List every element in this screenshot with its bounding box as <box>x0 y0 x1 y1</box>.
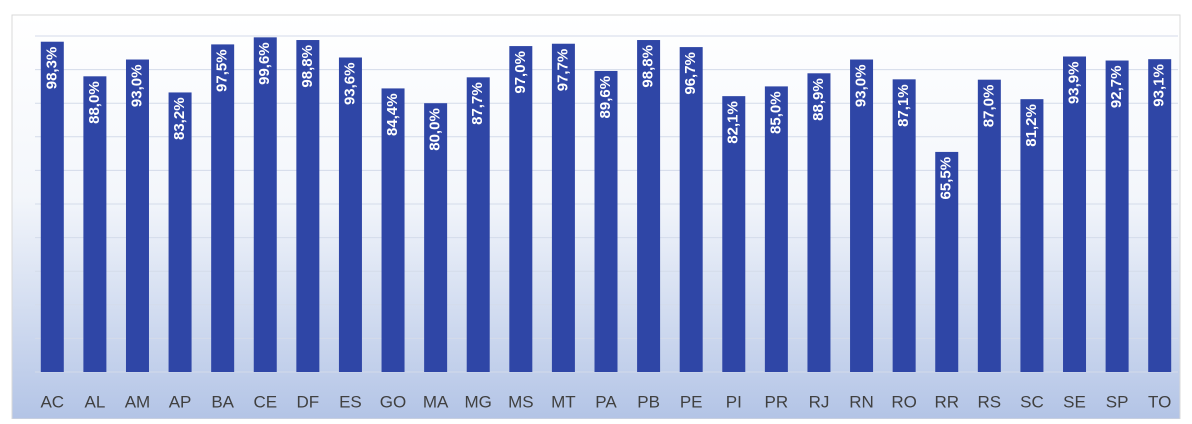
bar <box>935 151 959 372</box>
x-tick-label: RR <box>934 392 959 411</box>
bar <box>764 86 788 373</box>
value-label: 93,0% <box>128 65 145 108</box>
value-label: 99,6% <box>256 42 273 85</box>
bar <box>551 43 575 373</box>
x-tick-label: RJ <box>809 392 830 411</box>
bar <box>679 47 703 372</box>
value-label: 89,6% <box>597 76 614 119</box>
x-tick-label: PE <box>680 392 703 411</box>
value-label: 87,7% <box>469 82 486 125</box>
x-tick-label: PI <box>726 392 742 411</box>
bar <box>168 92 192 372</box>
x-tick-label: AL <box>84 392 105 411</box>
value-label: 98,3% <box>43 47 60 90</box>
x-tick-label: RO <box>891 392 917 411</box>
value-label: 88,9% <box>810 78 827 121</box>
bar <box>381 88 405 372</box>
bar <box>296 40 320 372</box>
bar <box>338 57 362 373</box>
bar <box>1063 56 1087 372</box>
value-label: 97,5% <box>214 49 231 92</box>
bar <box>83 76 107 372</box>
x-tick-label: PB <box>637 392 660 411</box>
bar <box>850 59 874 373</box>
value-label: 83,2% <box>171 97 188 140</box>
value-label: 65,5% <box>938 157 955 200</box>
x-tick-label: CE <box>253 392 277 411</box>
bar <box>637 40 661 372</box>
value-label: 96,7% <box>682 52 699 95</box>
x-tick-label: ES <box>339 392 362 411</box>
x-tick-label: BA <box>211 392 234 411</box>
value-label: 98,8% <box>640 45 657 88</box>
bar <box>125 59 149 373</box>
value-label: 87,1% <box>895 84 912 127</box>
bar <box>977 79 1001 373</box>
value-label: 84,4% <box>384 93 401 136</box>
bar <box>1148 59 1172 373</box>
bar <box>424 103 448 372</box>
value-label: 97,0% <box>512 51 529 94</box>
value-label: 82,1% <box>725 101 742 144</box>
x-tick-label: AP <box>169 392 192 411</box>
value-label: 92,7% <box>1108 66 1125 109</box>
x-tick-label: PR <box>765 392 789 411</box>
bar <box>594 70 618 372</box>
value-label: 93,1% <box>1151 64 1168 107</box>
value-label: 93,9% <box>1065 61 1082 104</box>
x-tick-label: DF <box>297 392 320 411</box>
x-tick-label: PA <box>595 392 617 411</box>
x-tick-label: RN <box>849 392 874 411</box>
bar <box>253 37 277 373</box>
value-label: 88,0% <box>86 81 103 124</box>
bar <box>892 79 916 373</box>
x-tick-label: MG <box>465 392 492 411</box>
x-tick-label: TO <box>1148 392 1171 411</box>
x-tick-label: AM <box>125 392 151 411</box>
value-label: 97,7% <box>554 49 571 92</box>
x-tick-label: RS <box>978 392 1002 411</box>
value-label: 93,6% <box>341 63 358 106</box>
x-tick-label: SC <box>1020 392 1044 411</box>
value-label: 93,0% <box>853 65 870 108</box>
value-label: 81,2% <box>1023 104 1040 147</box>
bar <box>1105 60 1129 372</box>
bar <box>466 77 490 372</box>
bar <box>211 44 235 373</box>
value-label: 80,0% <box>427 108 444 151</box>
x-tick-label: AC <box>40 392 64 411</box>
bar <box>1020 99 1044 372</box>
x-tick-label: MS <box>508 392 534 411</box>
x-tick-label: GO <box>380 392 406 411</box>
x-tick-label: SP <box>1106 392 1129 411</box>
bar <box>807 73 831 373</box>
x-tick-label: SE <box>1063 392 1086 411</box>
value-label: 87,0% <box>980 85 997 128</box>
x-tick-label: MT <box>551 392 576 411</box>
bar <box>509 46 533 373</box>
bar <box>722 96 746 373</box>
bar <box>40 41 64 372</box>
x-tick-label: MA <box>423 392 449 411</box>
value-label: 85,0% <box>767 91 784 134</box>
value-label: 98,8% <box>299 45 316 88</box>
